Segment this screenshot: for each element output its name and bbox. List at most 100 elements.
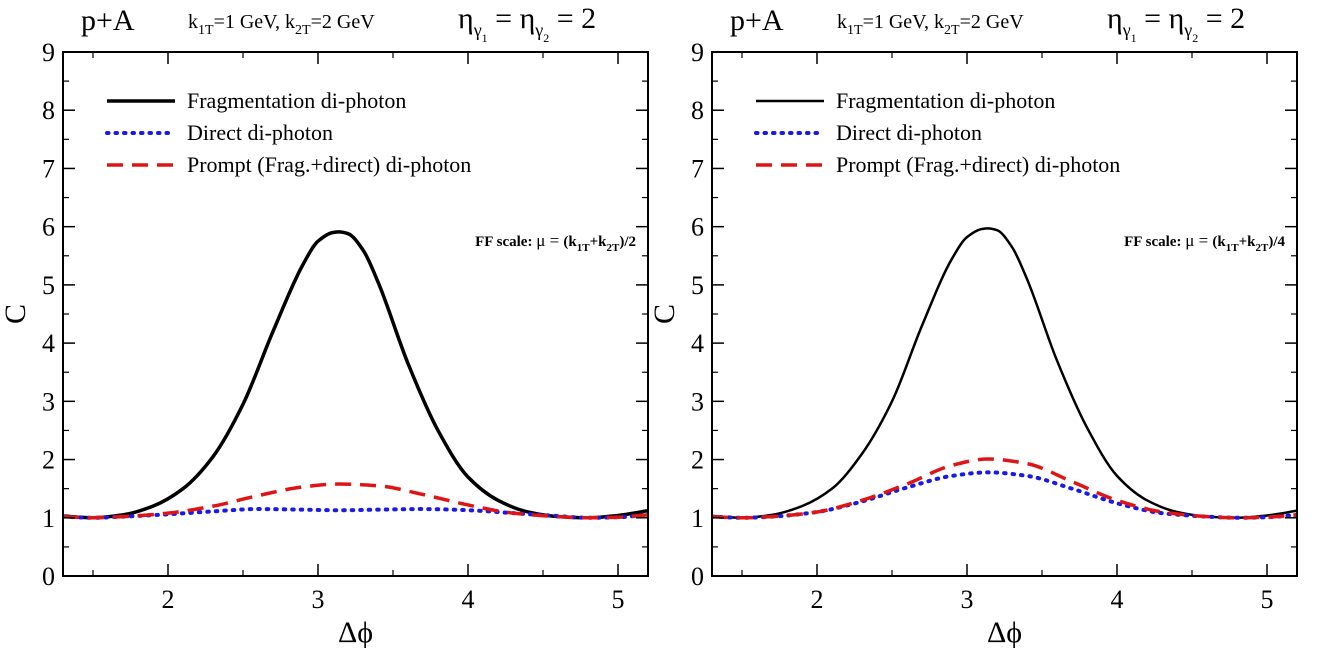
header-system: p+A — [81, 4, 135, 37]
eta-value: = 2 — [1198, 2, 1245, 35]
x-tick-label: 3 — [312, 585, 325, 614]
legend: Fragmentation di-photon Direct di-photon P… — [105, 88, 471, 177]
legend-label-3: Prompt (Frag.+direct) di-photon — [836, 152, 1120, 177]
legend-label-1: Fragmentation di-photon — [836, 88, 1055, 113]
x-tick-label: 5 — [1261, 585, 1274, 614]
k1-symbol: k — [837, 11, 847, 33]
y-axis-label: C — [648, 304, 681, 324]
ff-scale-plus: +k — [590, 234, 608, 250]
y-tick-label: 9 — [691, 38, 704, 67]
eta-2-symbol: η — [520, 2, 536, 35]
y-tick-label: 2 — [42, 446, 55, 475]
k2-subscript: 2T — [944, 23, 960, 38]
ff-scale-prefix: FF scale: — [475, 234, 536, 250]
ff-scale-annotation: FF scale: μ = (k1T+k2T)/4 — [1124, 231, 1285, 254]
series-line-3 — [712, 457, 1297, 520]
k1-subscript: 1T — [198, 23, 214, 38]
eta-2-subsubscript: 2 — [543, 31, 549, 45]
y-tick-label: 5 — [42, 271, 55, 300]
k2-value: =2 GeV — [960, 11, 1025, 33]
series-line-3 — [63, 482, 648, 520]
ff-scale-sub2: 2T — [606, 242, 620, 254]
y-tick-label: 5 — [691, 271, 704, 300]
k2-symbol: k — [280, 11, 295, 33]
y-tick-label: 2 — [691, 446, 704, 475]
k2-subscript: 2T — [295, 23, 311, 38]
x-tick-label: 2 — [811, 585, 824, 614]
ff-scale-sub2: 2T — [1255, 242, 1269, 254]
eta-2-symbol: η — [1169, 2, 1185, 35]
ff-scale-plus: +k — [1239, 234, 1257, 250]
header-kinematics: k1T=1 GeV, k2T=2 GeV — [188, 11, 375, 38]
ff-scale-mu: μ = — [1185, 231, 1212, 250]
header-kinematics: k1T=1 GeV, k2T=2 GeV — [837, 11, 1024, 38]
eta-1-subsubscript: 1 — [1131, 31, 1137, 45]
x-tick-label: 2 — [162, 585, 175, 614]
legend: Fragmentation di-photon Direct di-photon P… — [754, 88, 1120, 177]
series-line-1 — [63, 230, 648, 520]
legend-label-1: Fragmentation di-photon — [187, 88, 406, 113]
legend-label-2: Direct di-photon — [187, 120, 333, 145]
y-tick-label: 0 — [691, 562, 704, 591]
eta-2-subsubscript: 2 — [1192, 31, 1198, 45]
y-tick-label: 8 — [691, 96, 704, 125]
eta-equals: = — [488, 2, 520, 35]
y-tick-label: 8 — [42, 96, 55, 125]
ff-scale-open: (k — [1212, 234, 1226, 250]
legend-label-2: Direct di-photon — [836, 120, 982, 145]
k1-subscript: 1T — [847, 23, 863, 38]
eta-1-subsubscript: 1 — [482, 31, 488, 45]
eta-1-symbol: η — [1107, 2, 1123, 35]
x-tick-label: 4 — [462, 585, 475, 614]
y-tick-label: 0 — [42, 562, 55, 591]
y-axis-label: C — [0, 304, 32, 324]
y-tick-label: 3 — [42, 387, 55, 416]
series-line-2 — [712, 470, 1297, 520]
eta-1-symbol: η — [458, 2, 474, 35]
ff-scale-close: )/2 — [619, 234, 636, 250]
x-axis-label: Δϕ — [338, 616, 373, 648]
y-tick-label: 7 — [691, 154, 704, 183]
k2-symbol: k — [929, 11, 944, 33]
ff-scale-close: )/4 — [1268, 234, 1285, 250]
ff-scale-prefix: FF scale: — [1124, 234, 1185, 250]
y-tick-label: 4 — [42, 329, 55, 358]
eta-equals: = — [1137, 2, 1169, 35]
k1-value: =1 GeV, — [214, 11, 280, 33]
header-rapidity: ηγ1 = ηγ2 = 2 — [458, 2, 596, 45]
header-system: p+A — [730, 4, 784, 37]
ff-scale-sub1: 1T — [1226, 242, 1240, 254]
eta-1-subscript: γ — [473, 20, 482, 40]
ff-scale-annotation: FF scale: μ = (k1T+k2T)/2 — [475, 231, 636, 254]
k2-value: =2 GeV — [311, 11, 376, 33]
k1-value: =1 GeV, — [863, 11, 929, 33]
legend-label-3: Prompt (Frag.+direct) di-photon — [187, 152, 471, 177]
y-tick-label: 1 — [691, 504, 704, 533]
header-rapidity: ηγ1 = ηγ2 = 2 — [1107, 2, 1245, 45]
k1-symbol: k — [188, 11, 198, 33]
plot-frame — [62, 51, 649, 577]
y-tick-label: 9 — [42, 38, 55, 67]
eta-value: = 2 — [549, 2, 596, 35]
y-tick-label: 4 — [691, 329, 704, 358]
ff-scale-open: (k — [563, 234, 577, 250]
y-tick-label: 6 — [42, 213, 55, 242]
eta-2-subscript: γ — [1183, 20, 1192, 40]
y-tick-label: 7 — [42, 154, 55, 183]
ff-scale-sub1: 1T — [577, 242, 591, 254]
series-group — [712, 227, 1297, 520]
y-tick-label: 1 — [42, 504, 55, 533]
eta-1-subscript: γ — [1122, 20, 1131, 40]
y-tick-label: 6 — [691, 213, 704, 242]
eta-2-subscript: γ — [534, 20, 543, 40]
x-axis-label: Δϕ — [987, 616, 1022, 648]
series-group — [63, 230, 648, 520]
x-tick-label: 3 — [961, 585, 974, 614]
x-tick-label: 5 — [612, 585, 625, 614]
ff-scale-mu: μ = — [536, 231, 563, 250]
y-tick-label: 3 — [691, 387, 704, 416]
series-line-1 — [712, 227, 1297, 520]
